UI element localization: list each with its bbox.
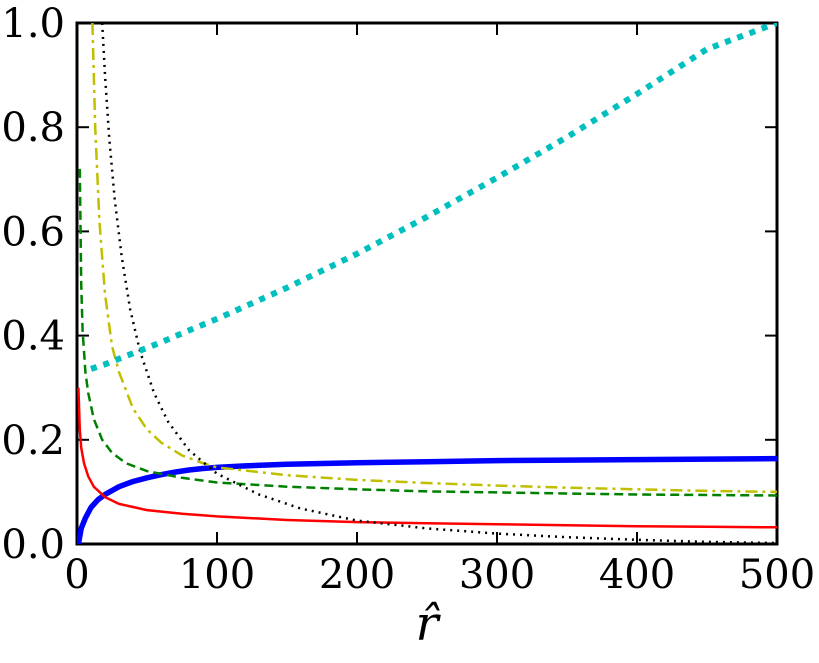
y-tick-label-5: 1.0: [1, 1, 65, 47]
y-tick-label-4: 0.8: [1, 105, 65, 151]
series-line-1: [77, 455, 777, 544]
series-line-6: [90, 23, 777, 372]
tick-labels: 0 100 200 300 400 500 0.0 0.2 0.4 0.6 0.8 1.0: [1, 1, 815, 598]
x-tick-label-1: 100: [179, 552, 255, 598]
x-axis-label: r̂: [416, 596, 442, 652]
x-tick-label-5: 500: [739, 552, 815, 598]
y-tick-label-3: 0.6: [1, 209, 65, 255]
ticks: [76, 22, 778, 545]
x-tick-label-2: 200: [319, 552, 395, 598]
x-tick-label-0: 0: [64, 552, 89, 598]
x-tick-label-3: 300: [459, 552, 535, 598]
x-tick-label-4: 400: [599, 552, 675, 598]
series-line-2: [77, 387, 777, 529]
plot-frame: [75, 21, 779, 546]
y-tick-label-2: 0.4: [1, 314, 65, 360]
series-layer: [77, 23, 777, 544]
y-tick-label-1: 0.2: [1, 418, 65, 464]
series-line-5: [100, 23, 777, 544]
y-tick-label-0: 0.0: [1, 522, 65, 568]
series-line-4: [91, 23, 777, 494]
